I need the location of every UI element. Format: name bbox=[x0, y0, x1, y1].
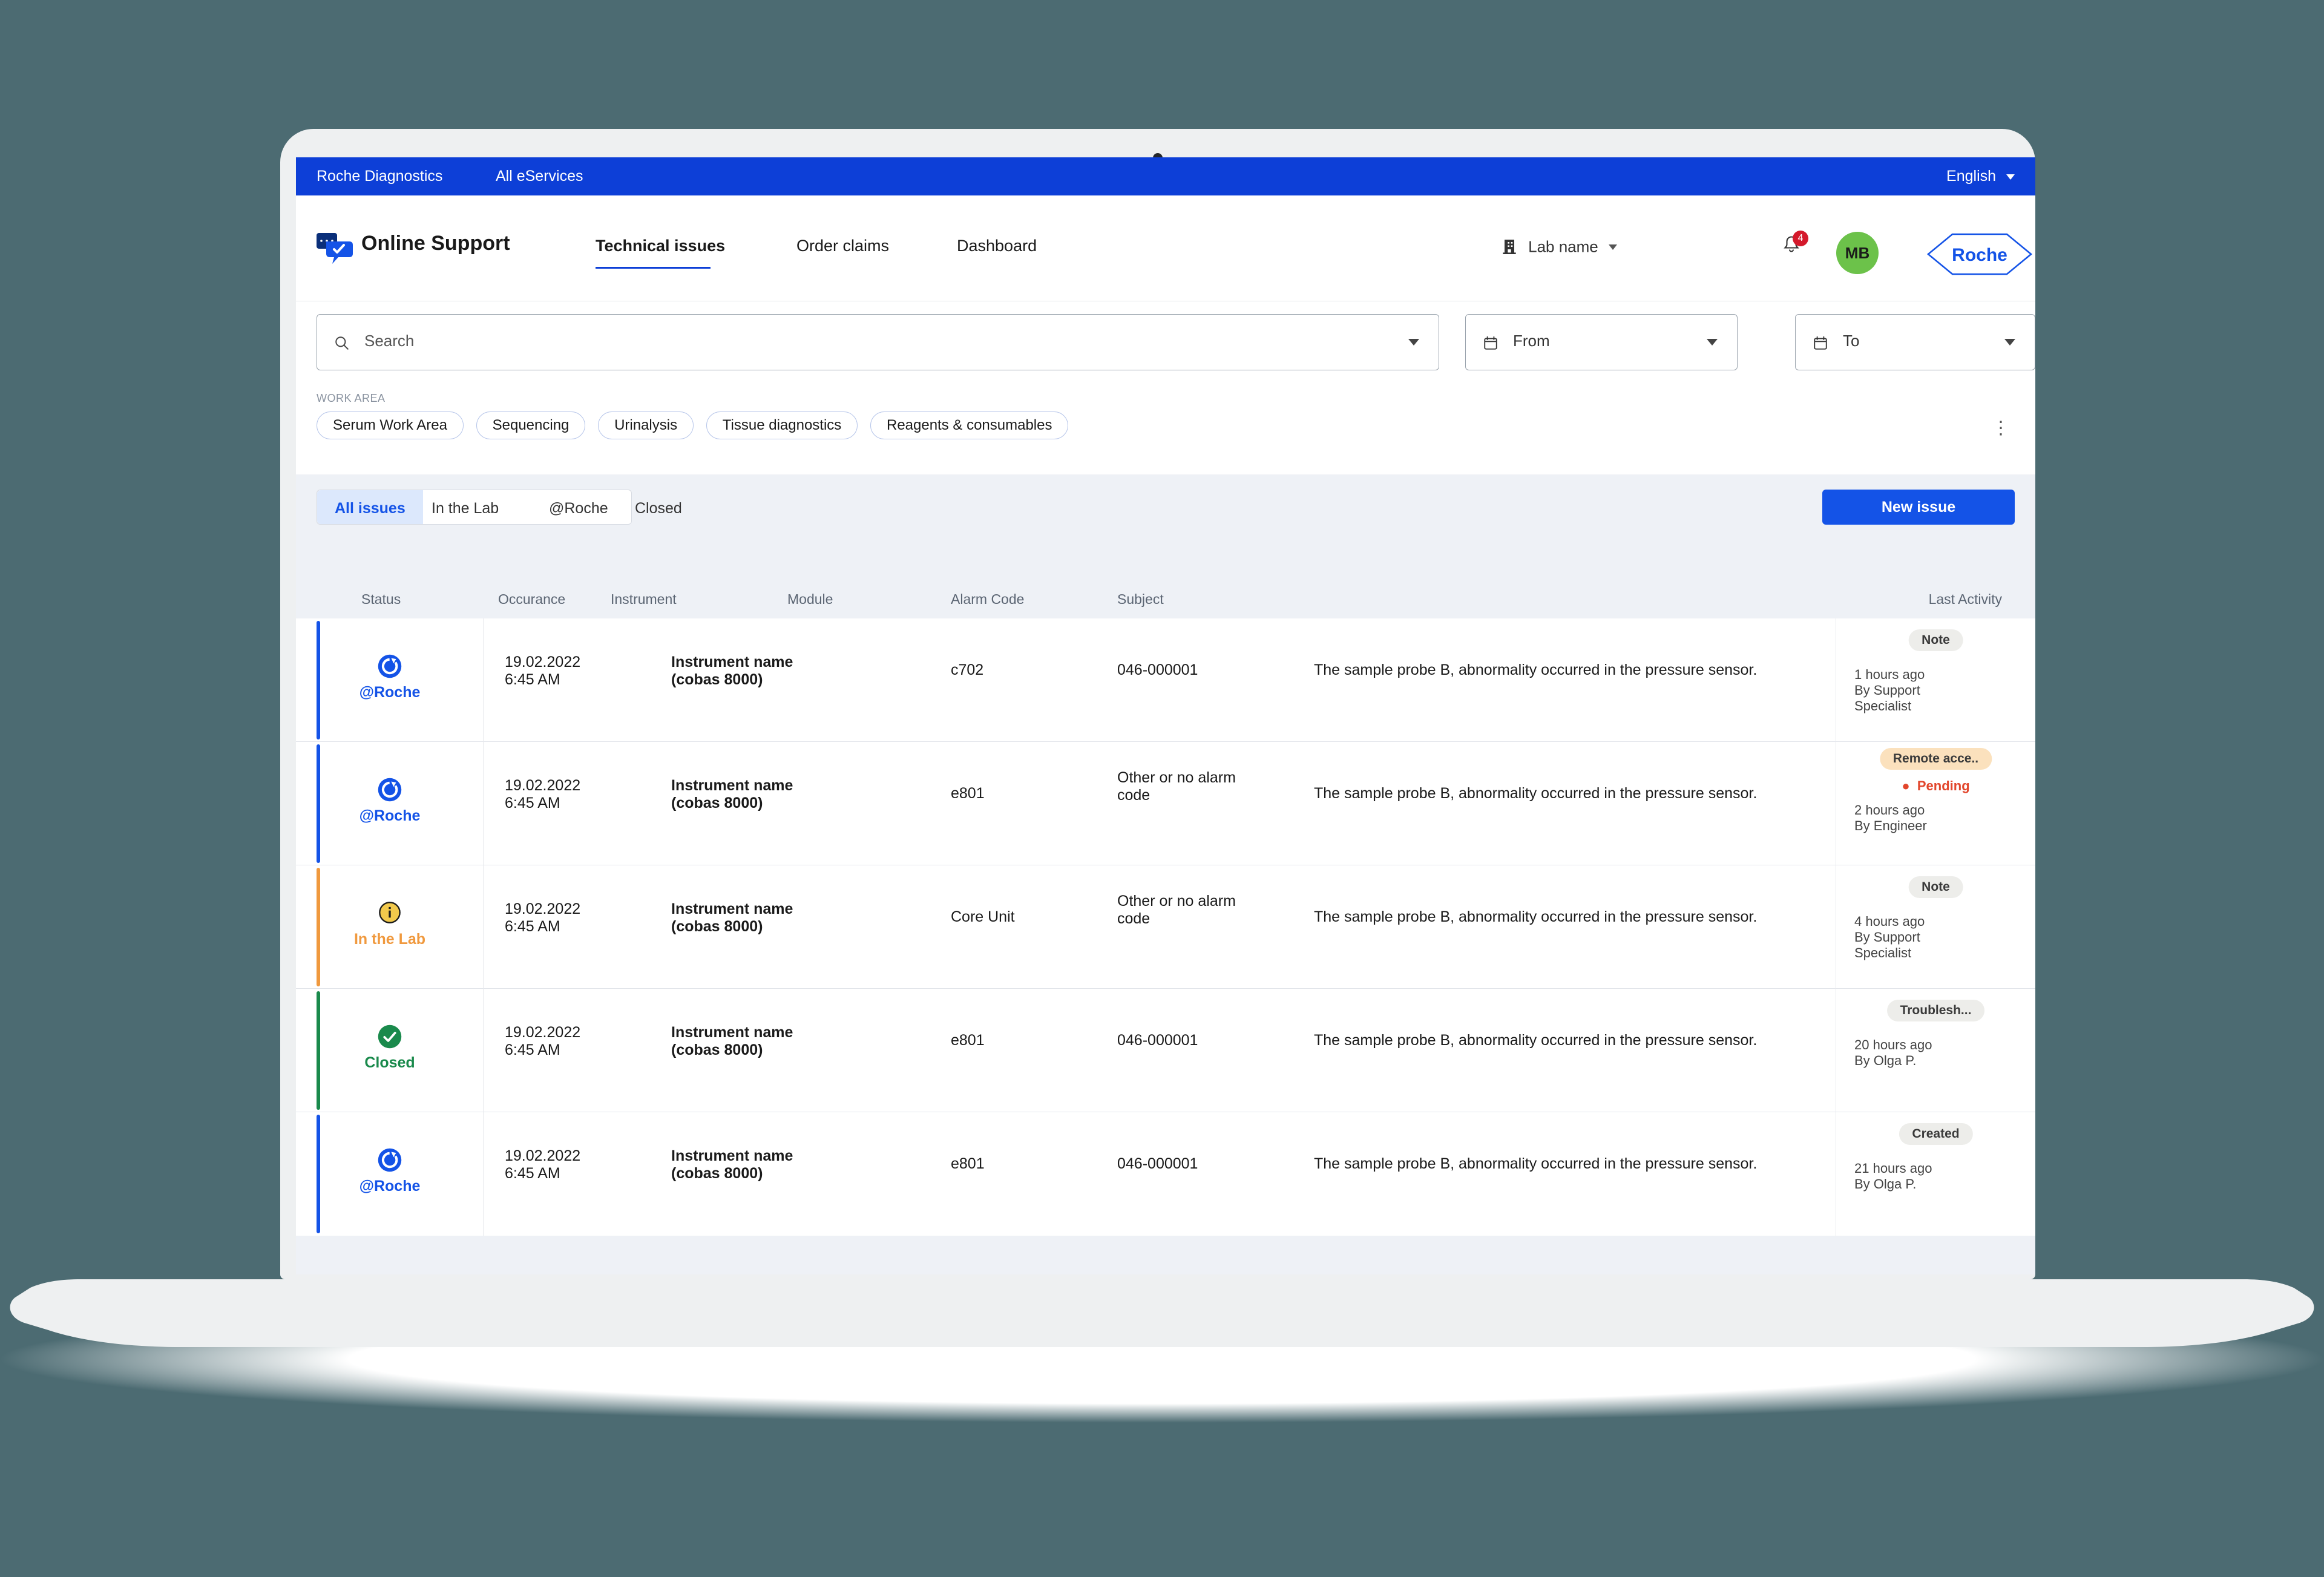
svg-text:Roche: Roche bbox=[1952, 245, 2007, 265]
